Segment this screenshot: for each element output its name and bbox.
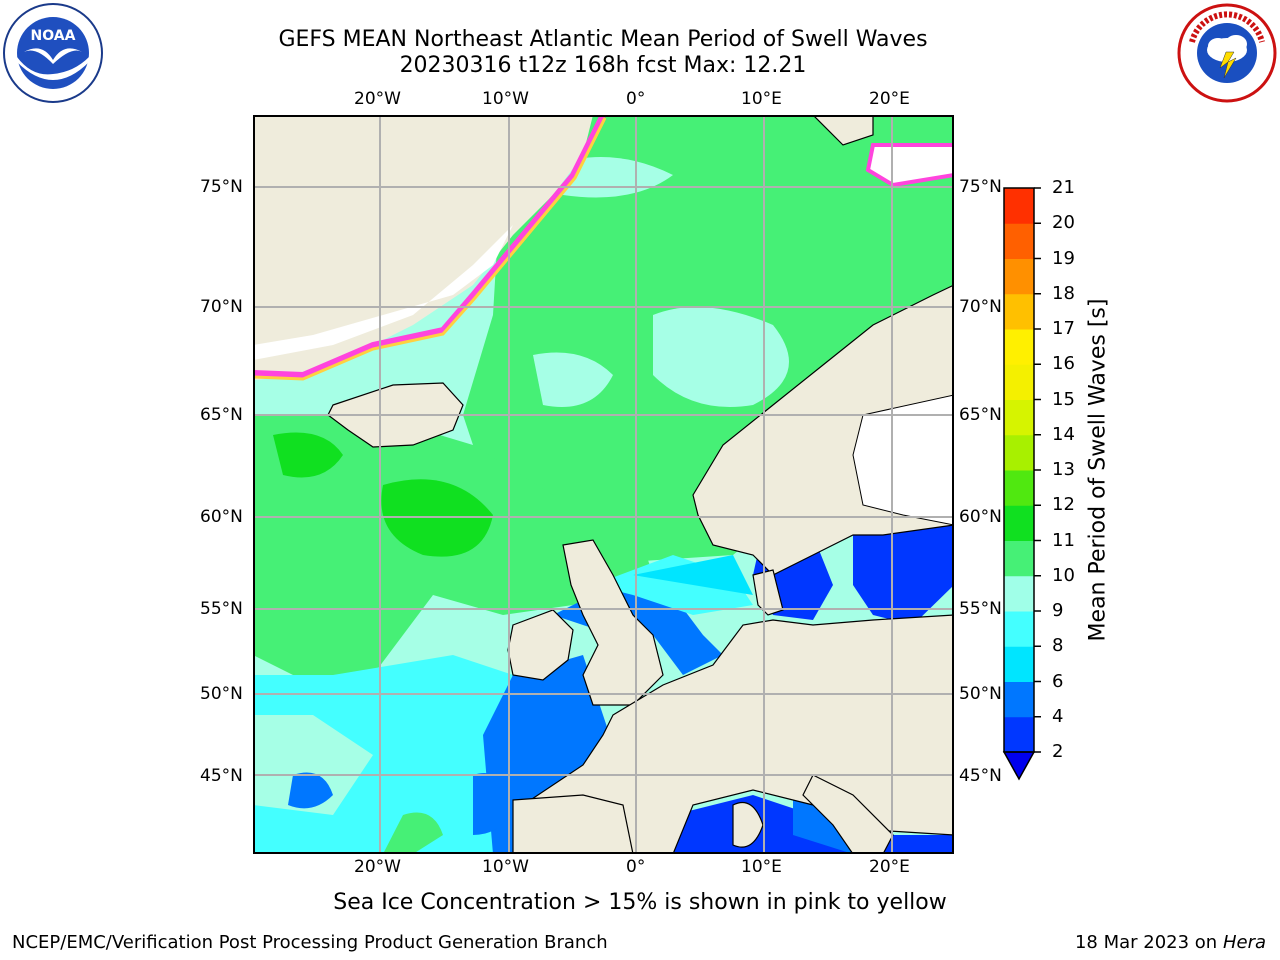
colorbar-band	[1004, 470, 1034, 506]
sea-ice-note: Sea Ice Concentration > 15% is shown in …	[333, 890, 947, 915]
footer-date-text: 18 Mar 2023 on	[1074, 932, 1218, 953]
colorbar-tick-label: 18	[1052, 282, 1075, 304]
footer-credit: NCEP/EMC/Verification Post Processing Pr…	[12, 932, 608, 953]
lon-tick-top: 10°W	[482, 89, 529, 109]
lat-tick-left: 45°N	[200, 766, 243, 786]
colorbar-tick-label: 9	[1052, 600, 1064, 621]
colorbar-band	[1004, 399, 1034, 436]
lat-tick-left: 75°N	[200, 177, 243, 197]
colorbar-tick-label: 4	[1052, 705, 1064, 727]
colorbar-tick-label: 12	[1052, 494, 1075, 516]
footer-host: Hera	[1222, 932, 1266, 953]
colorbar-tick-label: 2	[1052, 741, 1064, 762]
colorbar-band	[1004, 223, 1034, 259]
colorbar-tick-label: 20	[1052, 212, 1075, 234]
lat-tick-left: 65°N	[200, 405, 243, 425]
noaa-logo-text: NOAA	[31, 28, 76, 44]
lon-tick-bottom: 0°	[626, 857, 646, 877]
colorbar-tick-label: 11	[1052, 529, 1075, 551]
colorbar-band	[1004, 364, 1034, 400]
lat-tick-left: 60°N	[200, 507, 243, 527]
colorbar-tick-label: 21	[1052, 177, 1075, 198]
colorbar-extend-arrow	[1002, 751, 1036, 781]
lon-tick-top: 20°W	[354, 89, 401, 109]
colorbar-band	[1004, 329, 1034, 365]
colorbar-band	[1004, 434, 1034, 471]
lat-tick-right: 75°N	[959, 177, 1002, 197]
lat-tick-left: 55°N	[200, 599, 243, 619]
colorbar-band	[1004, 293, 1034, 330]
colorbar-tick-label: 17	[1052, 318, 1075, 339]
lon-tick-top: 0°	[626, 89, 646, 109]
lat-tick-right: 55°N	[959, 599, 1002, 619]
colorbar-band	[1004, 611, 1034, 647]
colorbar-tick-label: 10	[1052, 564, 1075, 586]
colorbar-tick-label: 14	[1052, 423, 1075, 445]
lon-tick-bottom: 10°W	[482, 857, 529, 877]
colorbar-band	[1004, 540, 1034, 577]
noaa-logo: NOAA	[2, 2, 104, 108]
lat-tick-right: 50°N	[959, 684, 1002, 704]
lon-tick-top: 20°E	[869, 89, 910, 109]
lon-tick-bottom: 10°E	[741, 857, 782, 877]
lat-tick-left: 50°N	[200, 684, 243, 704]
map-title: GEFS MEAN Northeast Atlantic Mean Period…	[278, 27, 928, 52]
lat-tick-right: 60°N	[959, 507, 1002, 527]
lon-tick-bottom: 20°W	[354, 857, 401, 877]
lat-tick-left: 70°N	[200, 297, 243, 317]
colorbar-band	[1004, 575, 1034, 612]
colorbar-band	[1004, 505, 1034, 541]
colorbar-tick-label: 6	[1052, 670, 1064, 692]
map-subtitle: 20230316 t12z 168h fcst Max: 12.21	[399, 53, 807, 78]
footer-date: 18 Mar 2023 on Hera	[1075, 932, 1266, 953]
colorbar-tick-label: 16	[1052, 353, 1075, 375]
colorbar-band	[1004, 258, 1034, 295]
lon-tick-bottom: 20°E	[869, 857, 910, 877]
colorbar-band	[1004, 188, 1034, 224]
colorbar-tick-label: 19	[1052, 247, 1075, 269]
map-plot	[253, 115, 954, 858]
colorbar-band	[1004, 681, 1034, 718]
lat-tick-right: 70°N	[959, 297, 1002, 317]
colorbar-band	[1004, 716, 1034, 753]
lat-tick-right: 45°N	[959, 766, 1002, 786]
colorbar-tick-label: 13	[1052, 459, 1075, 480]
colorbar-tick-label: 8	[1052, 635, 1064, 657]
colorbar	[1000, 186, 1050, 790]
lat-tick-right: 65°N	[959, 405, 1002, 425]
lon-tick-top: 10°E	[741, 89, 782, 109]
colorbar-band	[1004, 646, 1034, 682]
colorbar-tick-label: 15	[1052, 388, 1075, 410]
nws-logo	[1176, 2, 1278, 108]
